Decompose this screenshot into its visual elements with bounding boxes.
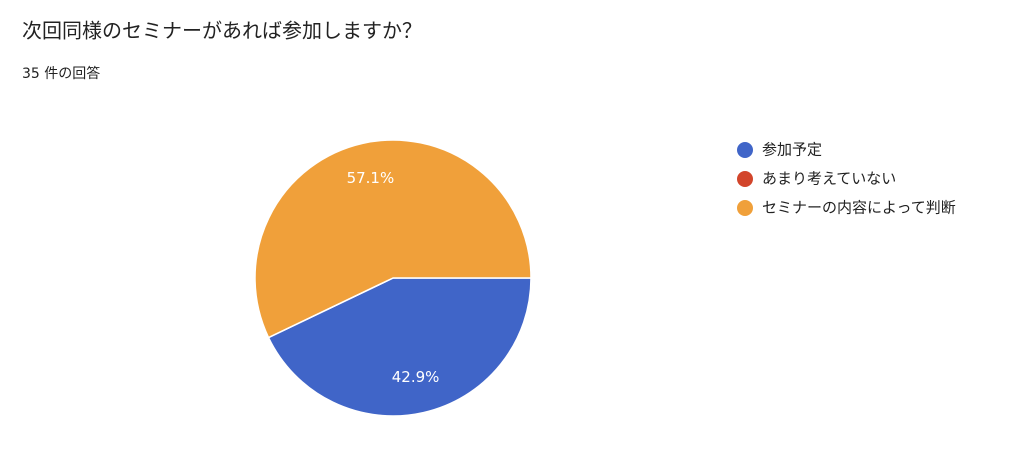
legend-label: あまり考えていない bbox=[762, 170, 896, 188]
pie-slice bbox=[254, 139, 532, 339]
chart-subtitle: 35 件の回答 bbox=[22, 65, 100, 82]
slice-label: 57.1% bbox=[347, 169, 395, 187]
pie-slice bbox=[267, 277, 532, 417]
legend-marker bbox=[737, 142, 753, 158]
legend-label: セミナーの内容によって判断 bbox=[762, 199, 956, 217]
legend-label: 参加予定 bbox=[762, 141, 822, 159]
legend-marker bbox=[737, 200, 753, 216]
slice-label: 42.9% bbox=[392, 368, 440, 386]
legend-marker bbox=[737, 171, 753, 187]
chart-title: 次回同様のセミナーがあれば参加しますか？ bbox=[22, 19, 422, 43]
